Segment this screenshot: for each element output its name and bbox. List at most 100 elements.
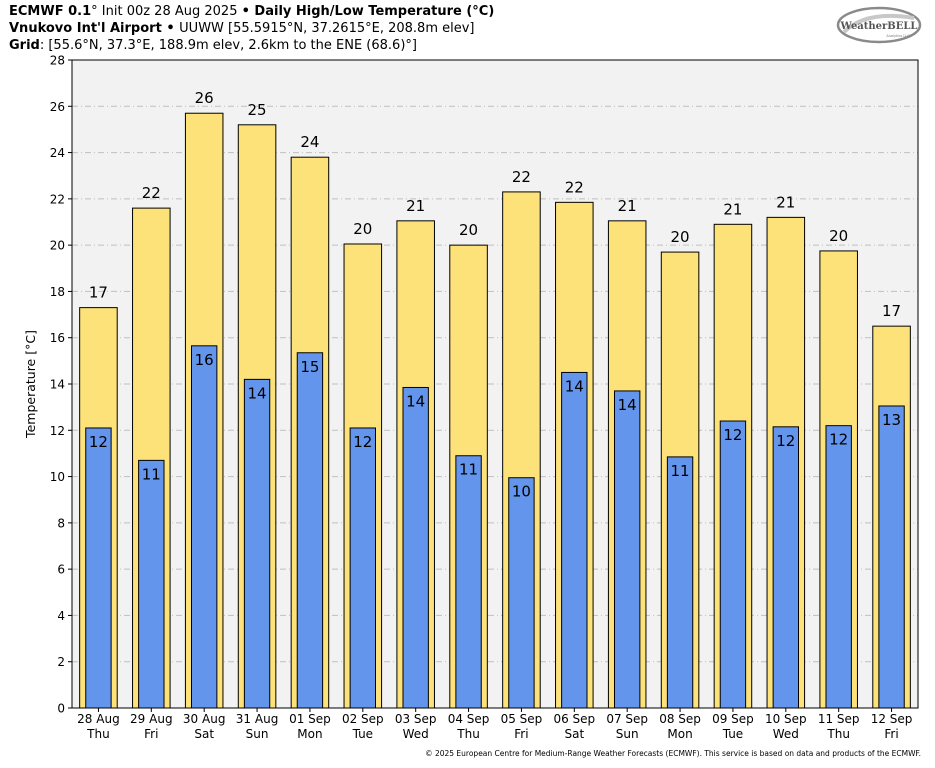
grid-details: : [55.6°N, 37.3°E, 188.9m elev, 2.6km to… bbox=[39, 38, 417, 53]
high-value-label: 26 bbox=[195, 89, 214, 107]
header-line-station: Vnukovo Int'l Airport • UUWW [55.5915°N,… bbox=[9, 21, 474, 37]
low-bar bbox=[243, 378, 271, 709]
y-tick-label: 12 bbox=[50, 424, 65, 438]
low-bar bbox=[508, 477, 535, 709]
low-bar bbox=[561, 371, 588, 709]
bullet-separator: • bbox=[241, 4, 250, 19]
logo-text: WeatherBELL bbox=[840, 21, 918, 32]
x-tick-weekday: Thu bbox=[456, 727, 480, 741]
high-value-label: 17 bbox=[882, 302, 901, 320]
y-tick-label: 4 bbox=[57, 609, 65, 623]
y-tick-label: 20 bbox=[50, 239, 65, 253]
logo-subtext: Analytics LLC bbox=[886, 34, 910, 38]
x-tick-date: 03 Sep bbox=[395, 712, 437, 726]
low-value-label: 14 bbox=[565, 377, 584, 395]
high-value-label: 21 bbox=[723, 200, 742, 218]
low-bar bbox=[455, 455, 482, 709]
low-value-label: 15 bbox=[300, 358, 319, 376]
degree-symbol: ° bbox=[91, 4, 98, 19]
high-value-label: 25 bbox=[248, 101, 267, 119]
x-tick-weekday: Fri bbox=[884, 727, 898, 741]
x-tick-date: 28 Aug bbox=[77, 712, 120, 726]
low-value-label: 12 bbox=[89, 433, 108, 451]
low-value-label: 12 bbox=[776, 432, 795, 450]
x-tick-weekday: Tue bbox=[352, 727, 374, 741]
x-tick-date: 31 Aug bbox=[236, 712, 279, 726]
y-tick-label: 2 bbox=[57, 655, 65, 669]
low-bar bbox=[825, 425, 852, 709]
y-tick-label: 0 bbox=[57, 702, 65, 716]
y-tick-label: 28 bbox=[50, 54, 65, 68]
low-value-label: 12 bbox=[353, 433, 372, 451]
low-value-label: 16 bbox=[195, 351, 214, 369]
header-line-model: ECMWF 0.1° Init 00z 28 Aug 2025 • Daily … bbox=[9, 4, 494, 20]
x-tick-weekday: Fri bbox=[144, 727, 158, 741]
weatherbell-logo: WeatherBELL Analytics LLC bbox=[836, 6, 922, 44]
low-bar bbox=[666, 456, 694, 709]
high-value-label: 20 bbox=[671, 228, 690, 246]
high-value-label: 24 bbox=[300, 133, 319, 151]
high-value-label: 20 bbox=[459, 221, 478, 239]
x-tick-weekday: Sat bbox=[564, 727, 584, 741]
low-value-label: 12 bbox=[829, 431, 848, 449]
low-bar bbox=[190, 345, 218, 709]
x-tick-weekday: Mon bbox=[297, 727, 322, 741]
product-title: Daily High/Low Temperature (°C) bbox=[249, 4, 495, 19]
y-tick-label: 22 bbox=[50, 192, 65, 206]
high-value-label: 21 bbox=[406, 197, 425, 215]
low-value-label: 11 bbox=[671, 462, 690, 480]
x-tick-date: 04 Sep bbox=[448, 712, 490, 726]
low-bar bbox=[402, 386, 429, 709]
x-tick-date: 07 Sep bbox=[606, 712, 648, 726]
low-value-label: 14 bbox=[618, 396, 637, 414]
low-value-label: 11 bbox=[459, 461, 478, 479]
low-bar bbox=[772, 426, 800, 709]
y-tick-label: 14 bbox=[50, 378, 65, 392]
x-tick-weekday: Sun bbox=[616, 727, 639, 741]
x-tick-date: 08 Sep bbox=[659, 712, 701, 726]
x-tick-weekday: Mon bbox=[667, 727, 692, 741]
low-bar bbox=[138, 459, 165, 709]
station-name: Vnukovo Int'l Airport bbox=[9, 21, 162, 36]
low-bar bbox=[85, 427, 112, 709]
x-tick-weekday: Thu bbox=[86, 727, 110, 741]
y-tick-label: 6 bbox=[57, 563, 65, 577]
low-bar bbox=[349, 427, 377, 709]
low-bar bbox=[878, 405, 905, 709]
x-tick-weekday: Wed bbox=[403, 727, 429, 741]
x-tick-weekday: Wed bbox=[773, 727, 799, 741]
low-value-label: 13 bbox=[882, 411, 901, 429]
station-details: UUWW [55.5915°N, 37.2615°E, 208.8m elev] bbox=[179, 21, 475, 36]
x-tick-weekday: Thu bbox=[826, 727, 850, 741]
low-bar bbox=[613, 390, 641, 709]
high-value-label: 22 bbox=[142, 184, 161, 202]
y-tick-label: 10 bbox=[50, 470, 65, 484]
copyright-footer: © 2025 European Centre for Medium-Range … bbox=[425, 749, 921, 758]
x-tick-weekday: Sun bbox=[246, 727, 269, 741]
x-tick-date: 01 Sep bbox=[289, 712, 331, 726]
low-value-label: 14 bbox=[406, 392, 425, 410]
y-tick-label: 26 bbox=[50, 100, 65, 114]
low-value-label: 14 bbox=[248, 384, 267, 402]
high-value-label: 21 bbox=[618, 197, 637, 215]
low-bar bbox=[719, 420, 747, 709]
x-tick-date: 30 Aug bbox=[183, 712, 226, 726]
model-name: ECMWF 0.1 bbox=[9, 4, 92, 19]
grid-label: Grid bbox=[9, 38, 40, 53]
x-tick-date: 12 Sep bbox=[871, 712, 913, 726]
x-tick-weekday: Sat bbox=[194, 727, 214, 741]
plot-frame bbox=[71, 59, 919, 709]
x-tick-weekday: Tue bbox=[722, 727, 744, 741]
high-value-label: 17 bbox=[89, 284, 108, 302]
low-bar bbox=[296, 352, 324, 709]
y-tick-label: 24 bbox=[50, 146, 65, 160]
low-value-label: 11 bbox=[142, 465, 161, 483]
high-value-label: 22 bbox=[512, 168, 531, 186]
x-tick-date: 29 Aug bbox=[130, 712, 173, 726]
y-tick-label: 18 bbox=[50, 285, 65, 299]
high-value-label: 20 bbox=[829, 227, 848, 245]
y-axis-label: Temperature [°C] bbox=[23, 330, 38, 439]
x-tick-date: 10 Sep bbox=[765, 712, 807, 726]
x-tick-date: 06 Sep bbox=[553, 712, 595, 726]
